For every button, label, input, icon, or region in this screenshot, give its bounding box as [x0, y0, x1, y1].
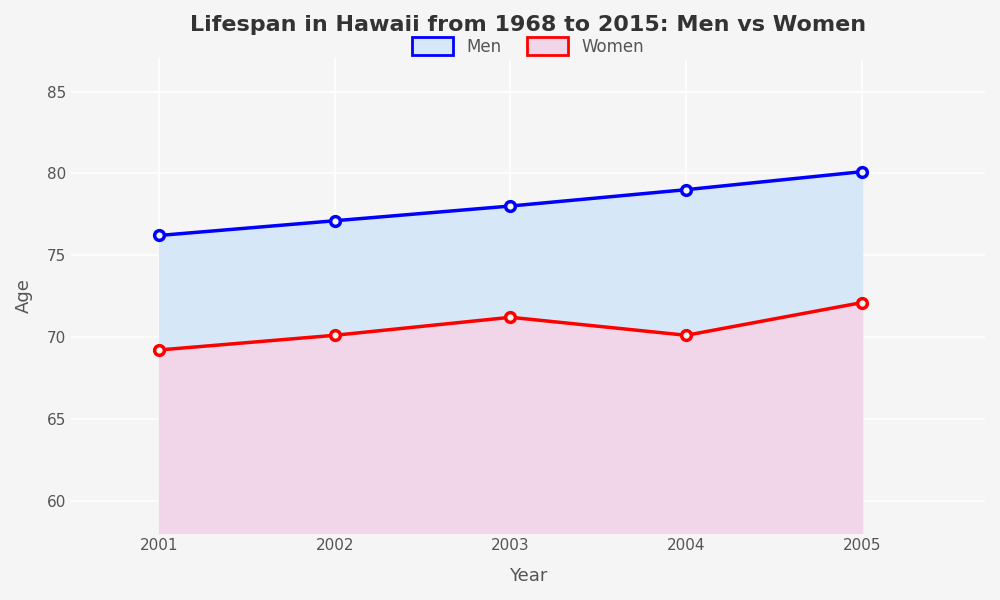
X-axis label: Year: Year	[509, 567, 547, 585]
Title: Lifespan in Hawaii from 1968 to 2015: Men vs Women: Lifespan in Hawaii from 1968 to 2015: Me…	[190, 15, 866, 35]
Legend: Men, Women: Men, Women	[403, 29, 653, 64]
Y-axis label: Age: Age	[15, 278, 33, 313]
